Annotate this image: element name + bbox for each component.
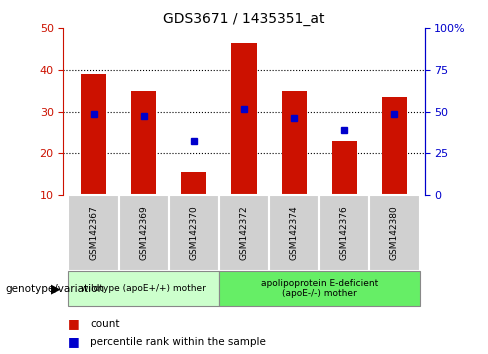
Bar xyxy=(219,195,269,271)
Bar xyxy=(369,195,420,271)
Bar xyxy=(119,195,169,271)
Text: percentile rank within the sample: percentile rank within the sample xyxy=(90,337,266,347)
Bar xyxy=(81,74,106,195)
Text: GSM142370: GSM142370 xyxy=(189,205,198,260)
Bar xyxy=(68,271,219,306)
Bar xyxy=(182,172,206,195)
Text: ▶: ▶ xyxy=(51,282,61,295)
Title: GDS3671 / 1435351_at: GDS3671 / 1435351_at xyxy=(163,12,325,26)
Bar xyxy=(269,195,319,271)
Text: GSM142374: GSM142374 xyxy=(290,205,299,260)
Text: apolipoprotein E-deficient
(apoE-/-) mother: apolipoprotein E-deficient (apoE-/-) mot… xyxy=(261,279,378,298)
Text: ■: ■ xyxy=(68,318,80,330)
Text: count: count xyxy=(90,319,120,329)
Bar xyxy=(319,195,369,271)
Text: wildtype (apoE+/+) mother: wildtype (apoE+/+) mother xyxy=(81,284,206,293)
Bar xyxy=(169,195,219,271)
Text: GSM142367: GSM142367 xyxy=(89,205,98,260)
Bar xyxy=(231,43,257,195)
Text: genotype/variation: genotype/variation xyxy=(5,284,104,293)
Bar xyxy=(219,271,420,306)
Bar xyxy=(282,91,306,195)
Bar xyxy=(68,195,119,271)
Bar xyxy=(131,91,156,195)
Bar xyxy=(382,97,407,195)
Text: ■: ■ xyxy=(68,335,80,348)
Text: GSM142369: GSM142369 xyxy=(139,205,148,260)
Text: GSM142380: GSM142380 xyxy=(390,205,399,260)
Text: GSM142372: GSM142372 xyxy=(240,205,248,260)
Text: GSM142376: GSM142376 xyxy=(340,205,349,260)
Bar xyxy=(332,141,357,195)
